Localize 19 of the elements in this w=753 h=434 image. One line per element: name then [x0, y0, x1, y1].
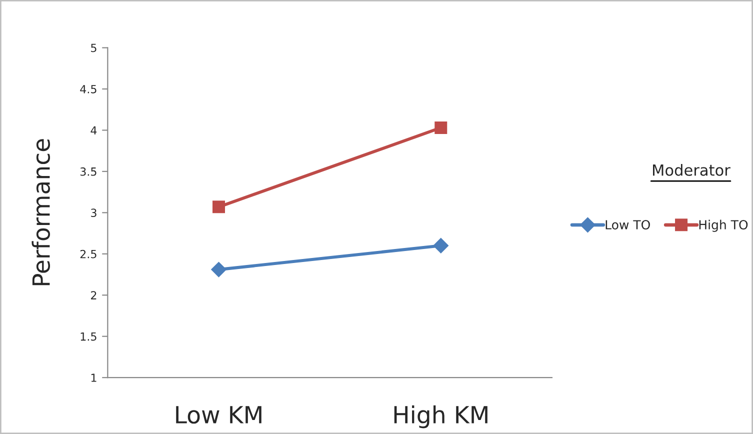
y-axis-title: Performance [32, 139, 50, 286]
y-tick-label: 1.5 [80, 332, 96, 341]
y-tick-label: 1 [91, 374, 96, 382]
y-tick-label: 2 [91, 291, 96, 300]
x-tick-label: High KM [394, 405, 488, 428]
x-tick-label: Low KM [176, 406, 262, 424]
y-tick-label: 5 [91, 44, 96, 52]
y-tick-label: 3.5 [80, 167, 96, 176]
point [212, 200, 225, 214]
legend-label: High TO [699, 220, 748, 232]
point [434, 121, 448, 134]
legend-label: Low TO [606, 220, 650, 230]
y-tick-label: 4.5 [80, 85, 96, 94]
y-tick-label: 2.5 [80, 250, 96, 258]
legend-title: Moderator [653, 164, 730, 176]
y-tick-label: 3 [91, 208, 96, 218]
y-tick-label: 4 [90, 126, 97, 134]
point [211, 262, 226, 278]
point [433, 238, 448, 254]
